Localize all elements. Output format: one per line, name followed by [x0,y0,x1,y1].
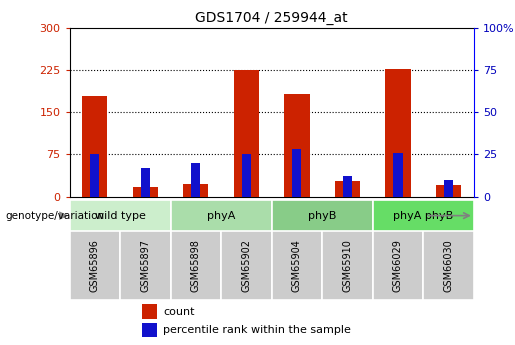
FancyBboxPatch shape [170,200,272,231]
FancyBboxPatch shape [221,231,272,300]
Text: phyA phyB: phyA phyB [393,211,453,220]
Bar [335,181,360,197]
Bar [133,187,158,197]
FancyBboxPatch shape [272,231,322,300]
Bar [343,176,352,197]
Bar [183,184,209,197]
FancyBboxPatch shape [170,231,221,300]
Bar [191,163,200,197]
Title: GDS1704 / 259944_at: GDS1704 / 259944_at [195,11,348,25]
FancyBboxPatch shape [70,200,170,231]
Text: genotype/variation: genotype/variation [5,211,104,220]
Text: GSM66030: GSM66030 [443,239,454,292]
Text: GSM65897: GSM65897 [140,239,150,292]
Text: GSM65896: GSM65896 [90,239,100,292]
FancyBboxPatch shape [272,200,373,231]
Bar [393,153,403,197]
Text: GSM66029: GSM66029 [393,239,403,292]
Bar [82,96,108,197]
Bar [142,323,157,337]
Text: count: count [163,307,195,317]
FancyBboxPatch shape [373,231,423,300]
Text: phyB: phyB [308,211,336,220]
Bar [293,149,301,197]
FancyBboxPatch shape [70,231,120,300]
Text: GSM65904: GSM65904 [292,239,302,292]
Bar [385,69,410,197]
Bar [284,93,310,197]
Bar [142,304,157,319]
FancyBboxPatch shape [373,200,474,231]
Text: wild type: wild type [95,211,146,220]
Text: GSM65898: GSM65898 [191,239,201,292]
Bar [234,70,259,197]
Text: phyA: phyA [207,211,235,220]
Bar [141,168,150,197]
Bar [90,154,99,197]
Bar [242,154,251,197]
FancyBboxPatch shape [322,231,373,300]
Text: percentile rank within the sample: percentile rank within the sample [163,325,351,335]
Text: GSM65902: GSM65902 [242,239,251,292]
Bar [436,185,461,197]
FancyBboxPatch shape [423,231,474,300]
Text: GSM65910: GSM65910 [342,239,352,292]
Bar [444,180,453,197]
FancyBboxPatch shape [120,231,170,300]
